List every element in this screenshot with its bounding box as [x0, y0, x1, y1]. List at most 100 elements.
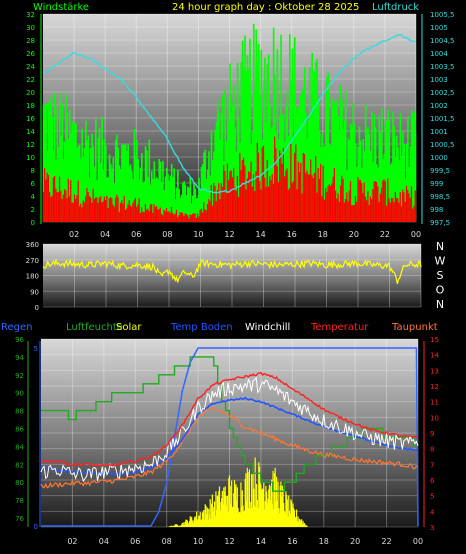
wind-bar	[175, 187, 178, 222]
gust-bar	[107, 207, 110, 222]
gust-bar	[111, 198, 113, 222]
humidity-y-tick-label: 96	[15, 336, 24, 344]
gust-bar	[271, 174, 274, 222]
wind-bar	[142, 182, 144, 222]
wind-bar	[162, 160, 164, 222]
gust-bar	[177, 217, 179, 222]
gust-bar	[142, 211, 144, 222]
wind-bar	[116, 134, 118, 222]
direction-compass-label: N	[436, 240, 444, 253]
wind-bar	[117, 147, 120, 222]
wind-bar	[301, 90, 304, 223]
wind-bar	[108, 154, 111, 222]
gust-bar	[50, 196, 52, 222]
rain-y-tick-label: 5	[34, 345, 38, 353]
gust-bar	[224, 170, 226, 222]
wind-bar	[333, 103, 336, 222]
gust-bar	[301, 193, 304, 222]
gust-bar	[313, 172, 316, 222]
gust-bar	[92, 188, 95, 222]
gust-bar	[201, 212, 204, 222]
gust-bar	[194, 213, 197, 222]
wind-bar	[149, 184, 152, 222]
gust-bar	[220, 183, 223, 222]
pressure-y-tick-label: 1002,5	[430, 89, 455, 97]
gust-bar	[373, 181, 376, 222]
gust-bar	[241, 160, 244, 222]
gust-bar	[180, 212, 183, 222]
wind-bar	[288, 34, 291, 222]
wind-bar	[277, 139, 280, 222]
wind-bar	[102, 169, 105, 222]
gust-bar	[231, 177, 234, 222]
wind-bar	[210, 131, 213, 222]
gust-bar	[369, 196, 372, 222]
wind-bar	[252, 23, 255, 223]
wind-bar	[272, 27, 275, 222]
temperature-y-tick-label: 10	[430, 414, 439, 422]
wind-bar	[178, 189, 180, 222]
wind-bar	[177, 169, 179, 222]
wind-bar	[160, 182, 163, 222]
gust-bar	[55, 188, 57, 222]
wind-bar	[143, 181, 146, 222]
wind-bar	[180, 194, 183, 222]
wind-bar	[122, 143, 125, 222]
gust-bar	[62, 194, 65, 222]
wind-bar	[390, 162, 393, 222]
wind-bar	[51, 116, 54, 222]
gust-bar	[331, 183, 333, 222]
wind-bar	[141, 153, 143, 222]
gust-bar	[153, 204, 156, 222]
gust-bar	[246, 178, 249, 222]
direction-compass-label: S	[437, 269, 444, 282]
gust-bar	[388, 198, 391, 222]
gust-bar	[352, 205, 355, 222]
humidity-y-tick-label: 94	[15, 354, 24, 362]
wind-bar	[75, 123, 77, 222]
gust-bar	[348, 190, 351, 222]
gust-bar	[127, 204, 129, 222]
wind-bar	[348, 139, 351, 222]
wind-y-tick-label: 30	[26, 24, 35, 32]
wind-bar	[158, 159, 161, 222]
wind-y-tick-label: 6	[31, 180, 36, 188]
wind-bar	[80, 158, 82, 222]
wind-x-tick-label: 04	[100, 230, 110, 239]
wind-bar	[204, 149, 207, 222]
gust-bar	[128, 200, 131, 222]
gust-bar	[317, 167, 320, 222]
wind-bar	[62, 158, 65, 222]
wind-bar	[347, 138, 350, 222]
wind-y-tick-label: 24	[26, 63, 35, 71]
wind-bar	[87, 135, 90, 222]
wind-bar	[203, 152, 205, 222]
gust-bar	[362, 192, 364, 222]
gust-bar	[412, 208, 414, 222]
weather-x-tick-label: 16	[287, 537, 297, 546]
wind-bar	[136, 139, 138, 222]
wind-bar	[139, 167, 142, 222]
pressure-y-tick-label: 998,5	[430, 193, 450, 201]
gust-bar	[281, 163, 284, 222]
wind-bar	[242, 67, 245, 223]
wind-bar	[296, 113, 299, 222]
wind-bar	[400, 156, 403, 222]
gust-bar	[114, 197, 117, 222]
gust-bar	[65, 190, 67, 222]
gust-bar	[139, 213, 142, 222]
wind-bar	[183, 181, 185, 222]
temperature-y-tick-label: 12	[430, 383, 439, 391]
wind-x-tick-label: 02	[69, 230, 79, 239]
gust-bar	[149, 204, 152, 222]
gust-bar	[126, 208, 128, 222]
gust-bar	[174, 213, 177, 222]
gust-bar	[394, 192, 397, 222]
wind-bar	[364, 104, 367, 222]
gust-bar	[195, 218, 198, 222]
pressure-y-tick-label: 1001,5	[430, 115, 455, 123]
gust-bar	[122, 203, 125, 222]
gust-bar	[293, 153, 296, 222]
gust-bar	[168, 211, 171, 222]
gust-bar	[307, 174, 310, 222]
